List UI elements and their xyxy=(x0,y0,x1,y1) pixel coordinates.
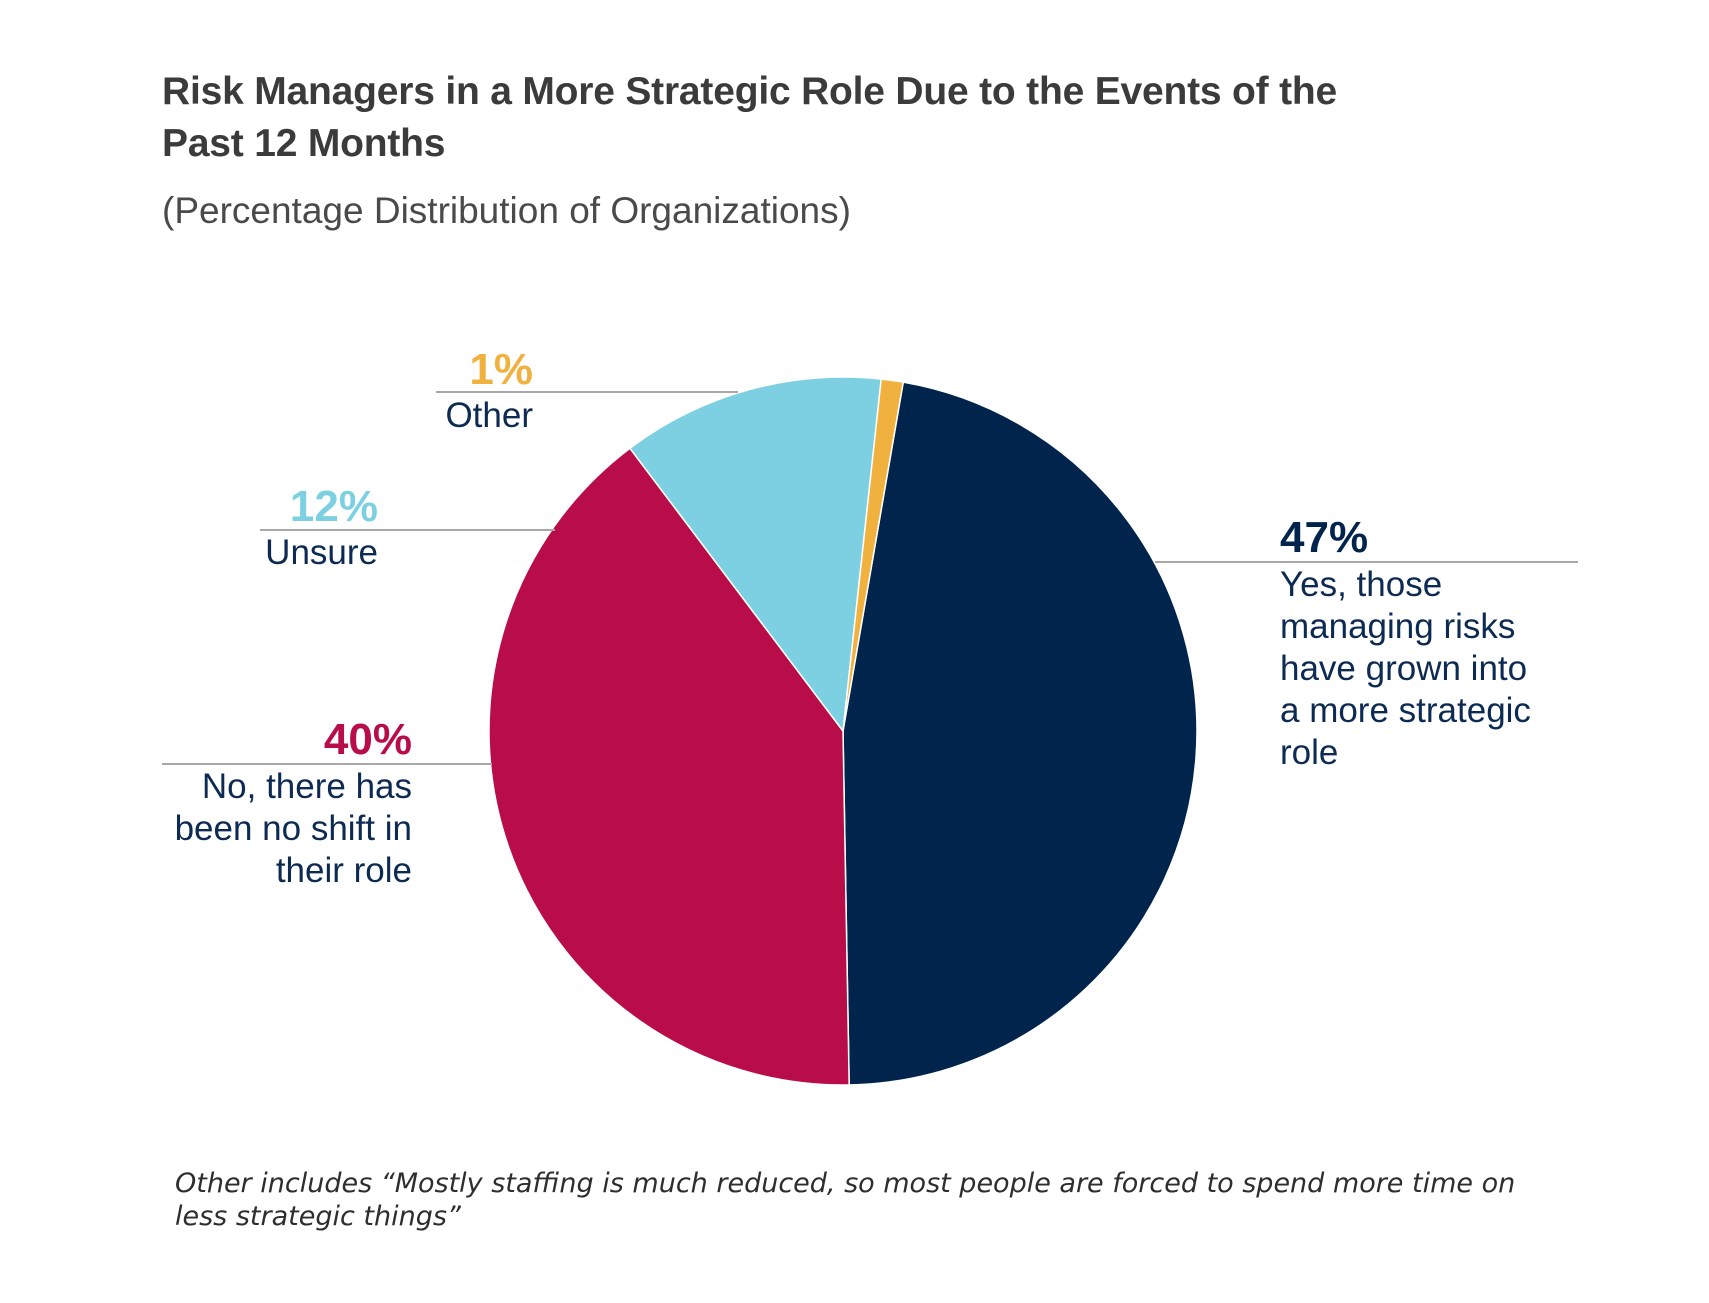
footnote: Other includes “Mostly staffing is much … xyxy=(175,1168,1516,1232)
leader-lines xyxy=(162,391,1578,765)
slice-category-label: No, there has xyxy=(202,767,412,806)
pie-slice-4 xyxy=(842,378,905,732)
chart-title: Risk Managers in a More Strategic Role D… xyxy=(162,70,1337,165)
slice-category-label: role xyxy=(1280,733,1338,772)
chart-subtitle: (Percentage Distribution of Organization… xyxy=(162,190,851,231)
slice-value-label: 40% xyxy=(324,715,412,764)
slice-category-label: have grown into xyxy=(1280,649,1527,688)
pie-slice-2 xyxy=(488,447,850,1086)
slice-category-label: a more strategic xyxy=(1280,691,1531,730)
slice-category-label: managing risks xyxy=(1280,607,1515,646)
slice-category-label: Unsure xyxy=(265,533,378,572)
pie-slice-3 xyxy=(628,376,883,733)
pie-slices xyxy=(488,376,1198,1086)
slice-category-label: their role xyxy=(276,851,412,890)
slice-value-label: 1% xyxy=(469,345,533,394)
slice-category-label: been no shift in xyxy=(175,809,412,848)
pie-slice-1 xyxy=(842,381,1198,1086)
slice-category-label: Other xyxy=(445,396,533,435)
slice-category-label: Yes, those xyxy=(1280,565,1442,604)
slice-value-label: 47% xyxy=(1280,513,1368,562)
slice-value-label: 12% xyxy=(290,482,378,531)
